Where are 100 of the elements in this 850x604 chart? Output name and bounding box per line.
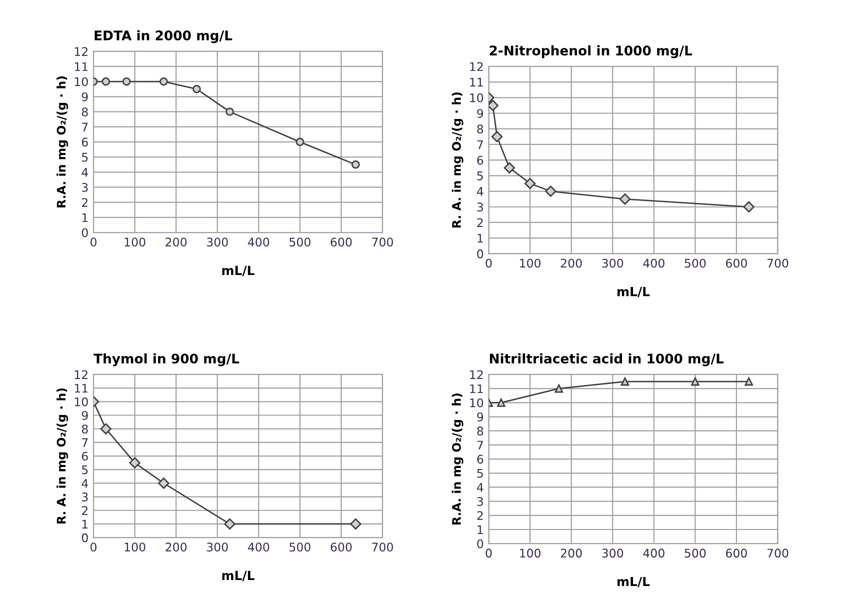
y-tick-label: 6 — [82, 452, 88, 461]
y-tick-label: 9 — [82, 410, 88, 420]
x-tick-label: 200 — [560, 548, 582, 558]
y-tick-label: 2 — [477, 511, 483, 520]
x-tick-label: 500 — [684, 258, 706, 268]
y-tick-label: 3 — [82, 492, 88, 502]
y-tick-label: 10 — [470, 93, 484, 102]
x-tick-label: 400 — [248, 542, 270, 552]
point — [620, 377, 630, 386]
y-tick-label: 3 — [82, 182, 88, 192]
x-tick-label: 400 — [643, 548, 664, 558]
point — [122, 77, 131, 86]
point — [351, 160, 360, 169]
y-tick-label: 9 — [82, 92, 88, 102]
y-tick-label: 11 — [74, 62, 88, 71]
x-tick-label: 400 — [643, 258, 664, 268]
y-tick-label: 0 — [82, 228, 88, 238]
x-tick-label: 200 — [166, 542, 187, 552]
y-tick-label: 10 — [470, 398, 484, 408]
x-tick-label: 700 — [372, 542, 393, 552]
x-tick-label: 700 — [372, 238, 393, 247]
y-tick-label: 2 — [82, 198, 88, 207]
x-tick-label: 200 — [166, 238, 187, 247]
y-tick-label: 7 — [82, 438, 88, 447]
x-tick-label: 100 — [520, 548, 541, 558]
x-tick-label: 600 — [726, 258, 747, 268]
y-tick-label: 8 — [477, 124, 484, 134]
y-tick-label: 0 — [82, 533, 88, 542]
point — [491, 131, 503, 142]
y-tick-label: 2 — [477, 218, 483, 227]
point — [488, 100, 498, 112]
point — [160, 77, 168, 86]
y-tick-label: 5 — [82, 152, 88, 162]
x-tick-label: 0 — [486, 548, 492, 558]
y-tick-label: 10 — [74, 77, 88, 86]
point — [504, 162, 515, 174]
x-tick-label: 600 — [726, 548, 747, 558]
y-tick-label: 11 — [74, 384, 88, 393]
x-tick-label: 200 — [560, 258, 582, 268]
y-tick-label: 2 — [82, 506, 88, 515]
x-tick-label: 500 — [684, 548, 706, 558]
y-tick-label: 1 — [478, 234, 483, 243]
y-tick-label: 4 — [476, 483, 484, 492]
y-tick-label: 4 — [82, 168, 88, 177]
point — [350, 518, 362, 530]
point — [158, 478, 170, 489]
point — [743, 201, 754, 212]
y-tick-label: 0 — [477, 249, 484, 258]
chart-title: 2-Nitrophenol in 1000 mg/L — [490, 45, 692, 58]
y-tick-label: 7 — [82, 122, 88, 132]
y-tick-label: 5 — [477, 469, 483, 478]
y-tick-label: 6 — [477, 454, 484, 464]
y-tick-label: 10 — [74, 397, 88, 406]
x-axis-title: mL/L — [222, 266, 254, 276]
x-tick-label: 0 — [486, 258, 492, 268]
x-tick-label: 400 — [248, 238, 270, 247]
y-tick-label: 7 — [477, 440, 483, 450]
point — [226, 108, 234, 116]
chart-title: EDTA in 2000 mg/L — [94, 30, 232, 44]
y-tick-label: 9 — [477, 108, 484, 118]
y-tick-label: 1 — [82, 520, 88, 528]
y-tick-label: 1 — [478, 525, 483, 534]
point — [224, 518, 236, 530]
y-tick-label: 4 — [82, 479, 88, 488]
y-tick-label: 6 — [477, 156, 484, 165]
x-tick-label: 500 — [290, 542, 310, 552]
y-axis-title: R.A. in mg O₂/(g · h) — [56, 76, 68, 208]
y-tick-label: 1 — [82, 213, 88, 222]
x-tick-label: 0 — [90, 542, 96, 552]
x-tick-label: 700 — [767, 548, 788, 558]
x-axis-title: mL/L — [222, 570, 254, 582]
x-axis-title: mL/L — [618, 576, 650, 588]
y-tick-label: 4 — [476, 187, 484, 196]
y-tick-label: 7 — [477, 140, 483, 149]
point — [691, 377, 700, 386]
point — [554, 384, 564, 393]
y-axis-title: R.A. in mg O₂/(g · h) — [452, 394, 464, 524]
point — [524, 178, 536, 190]
y-tick-label: 9 — [477, 412, 484, 422]
y-tick-label: 12 — [74, 47, 88, 56]
point — [744, 377, 754, 386]
x-tick-label: 100 — [124, 238, 146, 247]
y-tick-label: 3 — [477, 202, 483, 212]
point — [619, 193, 631, 205]
x-tick-label: 600 — [330, 542, 352, 552]
y-tick-label: 12 — [470, 62, 483, 71]
y-tick-label: 11 — [470, 384, 483, 394]
point — [545, 186, 556, 197]
y-tick-label: 6 — [82, 138, 88, 147]
chart-title: Thymol in 900 mg/L — [94, 353, 240, 366]
x-tick-label: 300 — [206, 542, 228, 552]
x-tick-label: 0 — [90, 238, 96, 247]
y-tick-label: 3 — [477, 497, 483, 506]
x-axis-title: mL/L — [618, 287, 650, 298]
point — [102, 77, 110, 86]
x-tick-label: 300 — [602, 548, 624, 558]
y-axis-title: R. A. in mg O₂/(g · h) — [56, 388, 68, 524]
point — [192, 84, 201, 94]
y-tick-label: 5 — [477, 172, 483, 180]
point — [100, 423, 112, 434]
